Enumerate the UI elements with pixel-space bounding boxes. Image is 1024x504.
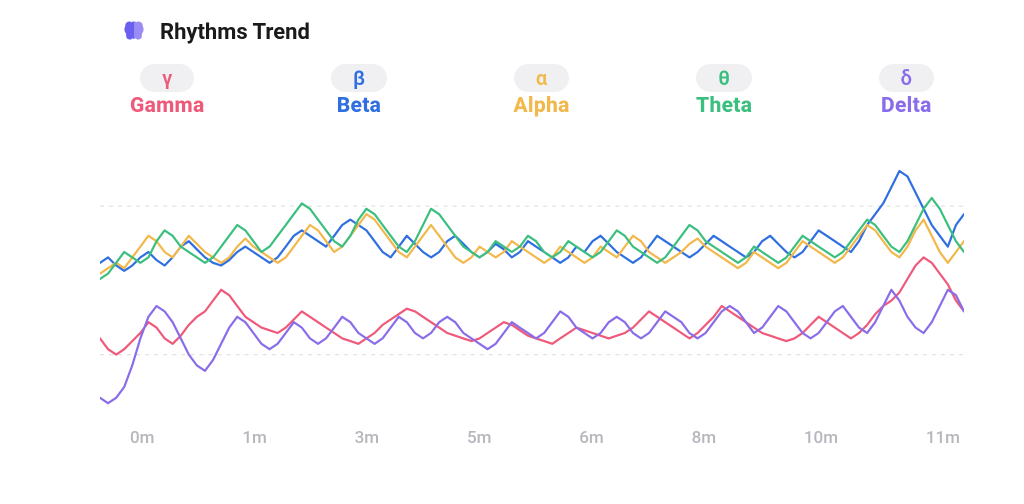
legend-greek-alpha: α bbox=[514, 64, 569, 92]
x-axis: 0m 1m 3m 5m 6m 8m 10m 11m bbox=[100, 428, 964, 448]
legend-greek-theta: θ bbox=[696, 64, 752, 92]
chart-header: Rhythms Trend bbox=[120, 18, 964, 46]
legend-label-beta: Beta bbox=[337, 94, 381, 118]
x-tick: 6m bbox=[579, 428, 603, 448]
series-theta bbox=[100, 198, 964, 279]
legend-item-gamma[interactable]: γGamma bbox=[130, 64, 205, 118]
legend-label-delta: Delta bbox=[881, 94, 932, 118]
legend-label-gamma: Gamma bbox=[130, 94, 205, 118]
brain-icon bbox=[120, 18, 148, 46]
x-tick: 3m bbox=[355, 428, 379, 448]
series-gamma bbox=[100, 257, 964, 354]
legend-greek-delta: δ bbox=[879, 64, 934, 92]
page-title: Rhythms Trend bbox=[160, 20, 310, 45]
x-tick: 10m bbox=[804, 428, 838, 448]
legend-item-theta[interactable]: θTheta bbox=[696, 64, 752, 118]
x-tick: 8m bbox=[692, 428, 716, 448]
x-tick: 11m bbox=[926, 428, 960, 448]
line-chart bbox=[100, 144, 964, 414]
x-tick: 1m bbox=[242, 428, 266, 448]
legend-item-alpha[interactable]: αAlpha bbox=[513, 64, 569, 118]
legend-greek-beta: β bbox=[331, 64, 387, 92]
x-tick: 0m bbox=[130, 428, 154, 448]
series-delta bbox=[100, 290, 964, 403]
legend-label-theta: Theta bbox=[696, 94, 752, 118]
legend-greek-gamma: γ bbox=[140, 64, 194, 92]
legend-label-alpha: Alpha bbox=[513, 94, 569, 118]
legend-item-delta[interactable]: δDelta bbox=[879, 64, 934, 118]
legend-row: γGamma βBeta αAlpha θTheta δDelta bbox=[110, 64, 954, 118]
x-tick: 5m bbox=[467, 428, 491, 448]
legend-item-beta[interactable]: βBeta bbox=[331, 64, 387, 118]
